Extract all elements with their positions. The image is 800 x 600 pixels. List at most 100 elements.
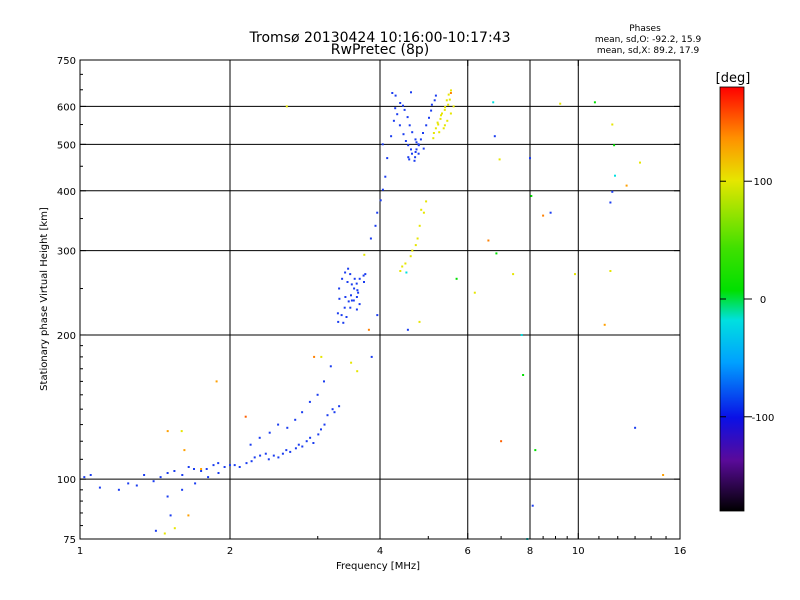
scatter-echo-point — [166, 430, 169, 433]
scatter-echo-point — [611, 190, 614, 193]
trace-point — [443, 108, 446, 111]
scatter-echo-point — [593, 101, 596, 104]
trace-point — [200, 470, 203, 472]
trace-point — [309, 436, 312, 439]
trace-point — [399, 102, 402, 104]
trace-point — [410, 91, 412, 94]
scatter-echo-point — [200, 468, 203, 470]
scatter-echo-point — [418, 320, 421, 323]
trace-point — [415, 148, 418, 151]
trace-point — [350, 283, 353, 286]
trace-point — [344, 271, 347, 274]
scatter-echo-point — [495, 252, 498, 255]
scatter-echo-point — [493, 135, 496, 138]
scatter-echo-point — [285, 105, 288, 108]
trace-point — [249, 443, 252, 446]
trace-point — [277, 456, 280, 459]
y-tick-label: 750 — [57, 56, 76, 67]
trace-point — [363, 281, 365, 283]
trace-point — [417, 152, 420, 155]
data-points — [83, 89, 665, 540]
y-axis-label: Stationary phase Virtual Height [km] — [39, 207, 50, 391]
trace-point — [358, 303, 361, 306]
trace-point — [98, 486, 101, 489]
trace-point — [432, 132, 435, 134]
trace-point — [305, 440, 308, 443]
chart-title-line1: Tromsø 20130424 10:16:00-10:17:43 — [249, 30, 511, 46]
trace-point — [398, 124, 401, 127]
trace-point — [250, 460, 253, 463]
trace-point — [193, 468, 195, 470]
trace-point — [440, 114, 442, 117]
trace-point — [434, 94, 437, 97]
trace-point — [83, 476, 86, 479]
trace-point — [212, 464, 215, 467]
trace-point — [452, 105, 455, 108]
trace-point — [414, 244, 417, 247]
trace-point — [450, 89, 452, 92]
trace-point — [233, 464, 236, 467]
trace-point — [390, 135, 393, 138]
trace-point — [442, 127, 445, 130]
colorbar-label: [deg] — [716, 71, 751, 86]
trace-point — [436, 121, 439, 124]
trace-point — [443, 124, 446, 127]
trace-point — [337, 320, 340, 323]
scatter-echo-point — [639, 161, 641, 164]
scatter-echo-point — [370, 355, 373, 358]
x-tick-label: 1 — [77, 546, 83, 557]
trace-point — [411, 249, 414, 252]
trace-point — [438, 131, 441, 134]
scatter-echo-point — [455, 277, 458, 280]
phases-mean-o: mean, sd,O: -92.2, 15.9 — [595, 35, 702, 45]
trace-point — [297, 443, 300, 446]
scatter-echo-point — [320, 355, 323, 358]
trace-point — [194, 482, 197, 485]
x-axis-label: Frequency [MHz] — [336, 561, 420, 572]
scatter-echo-point — [574, 273, 576, 276]
trace-point — [418, 224, 421, 227]
trace-point — [447, 103, 450, 106]
trace-point — [419, 138, 422, 141]
trace-point — [446, 119, 449, 122]
trace-point — [381, 188, 384, 191]
trace-point — [384, 175, 387, 178]
trace-point — [386, 157, 389, 160]
trace-point — [217, 462, 220, 465]
trace-point — [173, 470, 176, 472]
trace-point — [408, 124, 411, 127]
trace-point — [336, 312, 339, 315]
trace-point — [413, 159, 416, 162]
trace-point — [406, 116, 409, 119]
scatter-echo-point — [549, 211, 552, 214]
trace-point — [358, 277, 361, 280]
trace-point — [417, 144, 420, 147]
trace-point — [289, 450, 292, 453]
trace-point — [411, 152, 413, 155]
scatter-echo-point — [614, 174, 616, 177]
trace-point — [135, 484, 138, 487]
trace-point — [445, 99, 448, 102]
scatter-echo-point — [180, 430, 183, 433]
trace-point — [379, 199, 382, 202]
trace-point — [316, 393, 319, 396]
scatter-echo-point — [244, 415, 247, 418]
trace-point — [342, 321, 345, 324]
trace-point — [402, 104, 404, 107]
trace-point — [347, 267, 350, 270]
trace-point — [414, 138, 417, 141]
trace-point — [312, 442, 315, 444]
trace-point — [346, 281, 349, 283]
trace-point — [272, 454, 275, 457]
scatter-echo-point — [609, 201, 612, 204]
trace-point — [411, 131, 414, 134]
trace-point — [447, 93, 450, 96]
trace-point — [329, 365, 332, 368]
x-tick-label: 2 — [227, 546, 233, 557]
colorbar-tick-label: -100 — [752, 413, 775, 424]
trace-point — [281, 452, 284, 455]
trace-point — [345, 316, 348, 318]
trace-point — [392, 119, 395, 122]
trace-point — [403, 108, 406, 111]
